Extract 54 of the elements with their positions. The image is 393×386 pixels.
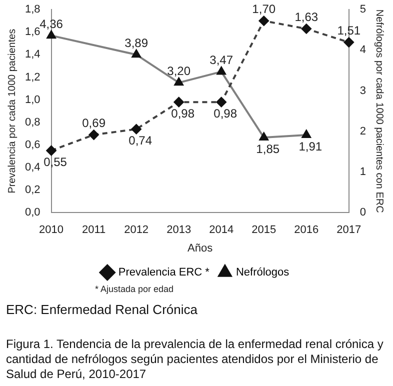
text: * Ajustada por edad xyxy=(95,284,175,296)
x-tick-label: 2014 xyxy=(209,224,234,236)
point xyxy=(301,24,312,34)
data-label: 1,70 xyxy=(252,2,276,16)
y-tick-label: 0,2 xyxy=(24,184,40,196)
y-tick-label: 0,6 xyxy=(24,138,40,151)
legend-label: Prevalencia ERC * xyxy=(118,266,210,279)
point xyxy=(46,146,56,156)
point xyxy=(216,97,226,108)
y-tick-label: 0,0 xyxy=(24,206,40,219)
data-label: 3,20 xyxy=(167,64,191,78)
y2-tick-label: 5 xyxy=(360,4,366,16)
y-tick-label: 1,4 xyxy=(24,48,40,61)
x-tick-label: 2011 xyxy=(82,224,106,236)
data-label: 3,47 xyxy=(210,53,234,68)
x-axis-title: Años xyxy=(188,242,214,254)
y2-tick-label: 3 xyxy=(360,84,366,97)
x-tick-label: 2017 xyxy=(336,224,362,236)
data-label: 1,85 xyxy=(256,142,280,156)
point xyxy=(131,124,142,134)
data-label: 1,51 xyxy=(337,24,361,38)
y2-tick-label: 0 xyxy=(360,206,366,219)
y-tick-label: 1,2 xyxy=(24,71,40,84)
data-label: 1,91 xyxy=(298,139,322,154)
y-tick-label: 0,4 xyxy=(24,162,40,174)
x-tick-label: 2013 xyxy=(166,224,192,236)
data-label: 0,69 xyxy=(82,116,106,130)
point xyxy=(174,97,184,108)
point xyxy=(88,130,99,140)
data-label: 0,55 xyxy=(44,154,68,169)
point xyxy=(344,37,354,48)
data-label: 3,89 xyxy=(124,36,148,50)
y2-tick-label: 1 xyxy=(360,166,366,178)
x-tick-label: 2010 xyxy=(39,224,64,236)
y2-axis-title: Nefrólogos por cada 1000 pacientes con ERC xyxy=(373,9,384,213)
y2-tick-label: 4 xyxy=(360,44,366,56)
text: ERC: Enfermedad Renal Crónica xyxy=(6,302,198,317)
text: Figura 1. Tendencia de la prevalencia de la enfermedad renal crónica y cantidad de nefrólogos según pacientes atendidos por el Ministerio de Salud de Perú, 2010-2017 xyxy=(6,337,384,382)
data-label: 0,98 xyxy=(171,106,195,120)
data-label: 0,98 xyxy=(214,106,238,120)
x-tick-label: 2015 xyxy=(252,224,276,236)
y-tick-label: 1,0 xyxy=(24,94,40,106)
y-tick-label: 1,6 xyxy=(24,26,40,38)
data-label: 0,74 xyxy=(128,133,152,148)
x-tick-label: 2016 xyxy=(294,224,319,236)
y2-tick-label: 2 xyxy=(360,125,366,138)
x-tick-label: 2012 xyxy=(124,224,149,236)
y-axis-title: Prevalencia por cada 1000 pacientes xyxy=(6,28,18,194)
point xyxy=(258,16,269,26)
legend-label: Nefrólogos xyxy=(236,266,290,279)
data-label: 4,36 xyxy=(40,16,64,31)
data-label: 1,63 xyxy=(294,10,318,24)
y-tick-label: 1,8 xyxy=(24,4,40,16)
y-tick-label: 0,8 xyxy=(24,116,40,128)
